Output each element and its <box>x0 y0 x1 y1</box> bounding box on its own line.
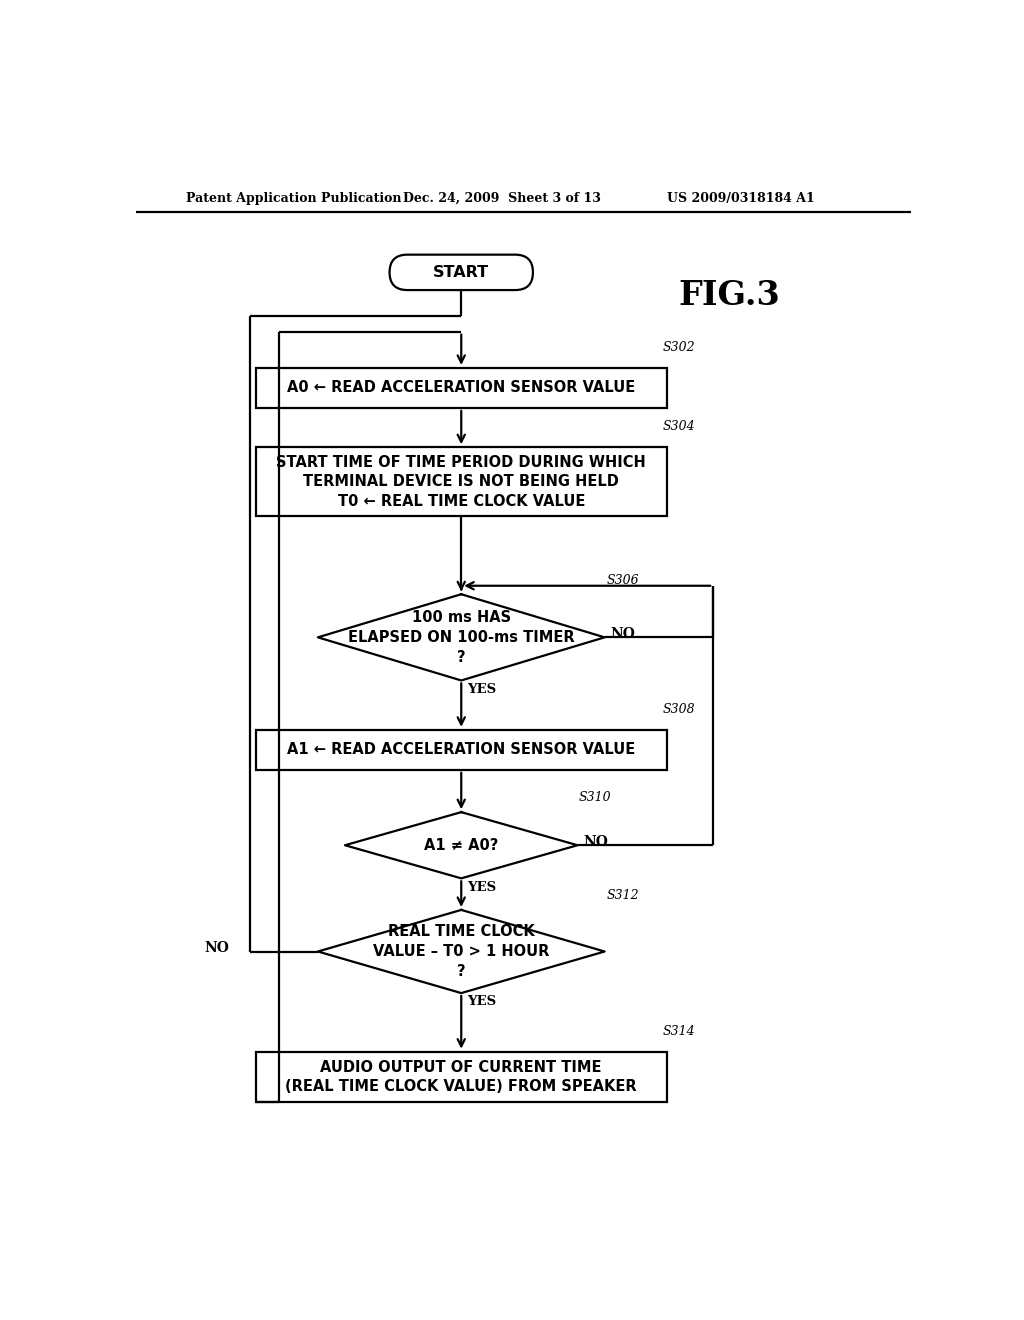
Text: A1 ← READ ACCELERATION SENSOR VALUE: A1 ← READ ACCELERATION SENSOR VALUE <box>287 742 635 758</box>
Text: Dec. 24, 2009  Sheet 3 of 13: Dec. 24, 2009 Sheet 3 of 13 <box>403 191 601 205</box>
Text: NO: NO <box>205 941 229 956</box>
Text: YES: YES <box>467 682 497 696</box>
Bar <box>256 447 667 516</box>
Text: START TIME OF TIME PERIOD DURING WHICH
TERMINAL DEVICE IS NOT BEING HELD
T0 ← RE: START TIME OF TIME PERIOD DURING WHICH T… <box>276 454 646 510</box>
Text: S310: S310 <box>579 792 611 804</box>
Text: START: START <box>433 265 489 280</box>
Text: NO: NO <box>584 836 608 849</box>
Bar <box>256 730 667 770</box>
Text: REAL TIME CLOCK
VALUE – T0 > 1 HOUR
?: REAL TIME CLOCK VALUE – T0 > 1 HOUR ? <box>373 924 550 979</box>
Text: YES: YES <box>467 880 497 894</box>
Text: S314: S314 <box>663 1024 695 1038</box>
Text: Patent Application Publication: Patent Application Publication <box>186 191 401 205</box>
Text: S304: S304 <box>663 420 695 433</box>
FancyBboxPatch shape <box>389 255 532 290</box>
Bar <box>256 368 667 408</box>
Text: YES: YES <box>467 995 497 1008</box>
Text: S302: S302 <box>663 341 695 354</box>
Text: FIG.3: FIG.3 <box>678 279 780 312</box>
Text: S312: S312 <box>606 890 639 903</box>
Text: S308: S308 <box>663 702 695 715</box>
Text: 100 ms HAS
ELAPSED ON 100-ms TIMER
?: 100 ms HAS ELAPSED ON 100-ms TIMER ? <box>348 610 574 665</box>
Bar <box>256 1052 667 1102</box>
Text: S306: S306 <box>606 573 639 586</box>
Text: US 2009/0318184 A1: US 2009/0318184 A1 <box>667 191 814 205</box>
Text: AUDIO OUTPUT OF CURRENT TIME
(REAL TIME CLOCK VALUE) FROM SPEAKER: AUDIO OUTPUT OF CURRENT TIME (REAL TIME … <box>286 1060 637 1094</box>
Text: NO: NO <box>611 627 636 642</box>
Text: A0 ← READ ACCELERATION SENSOR VALUE: A0 ← READ ACCELERATION SENSOR VALUE <box>287 380 635 396</box>
Text: A1 ≠ A0?: A1 ≠ A0? <box>424 838 499 853</box>
